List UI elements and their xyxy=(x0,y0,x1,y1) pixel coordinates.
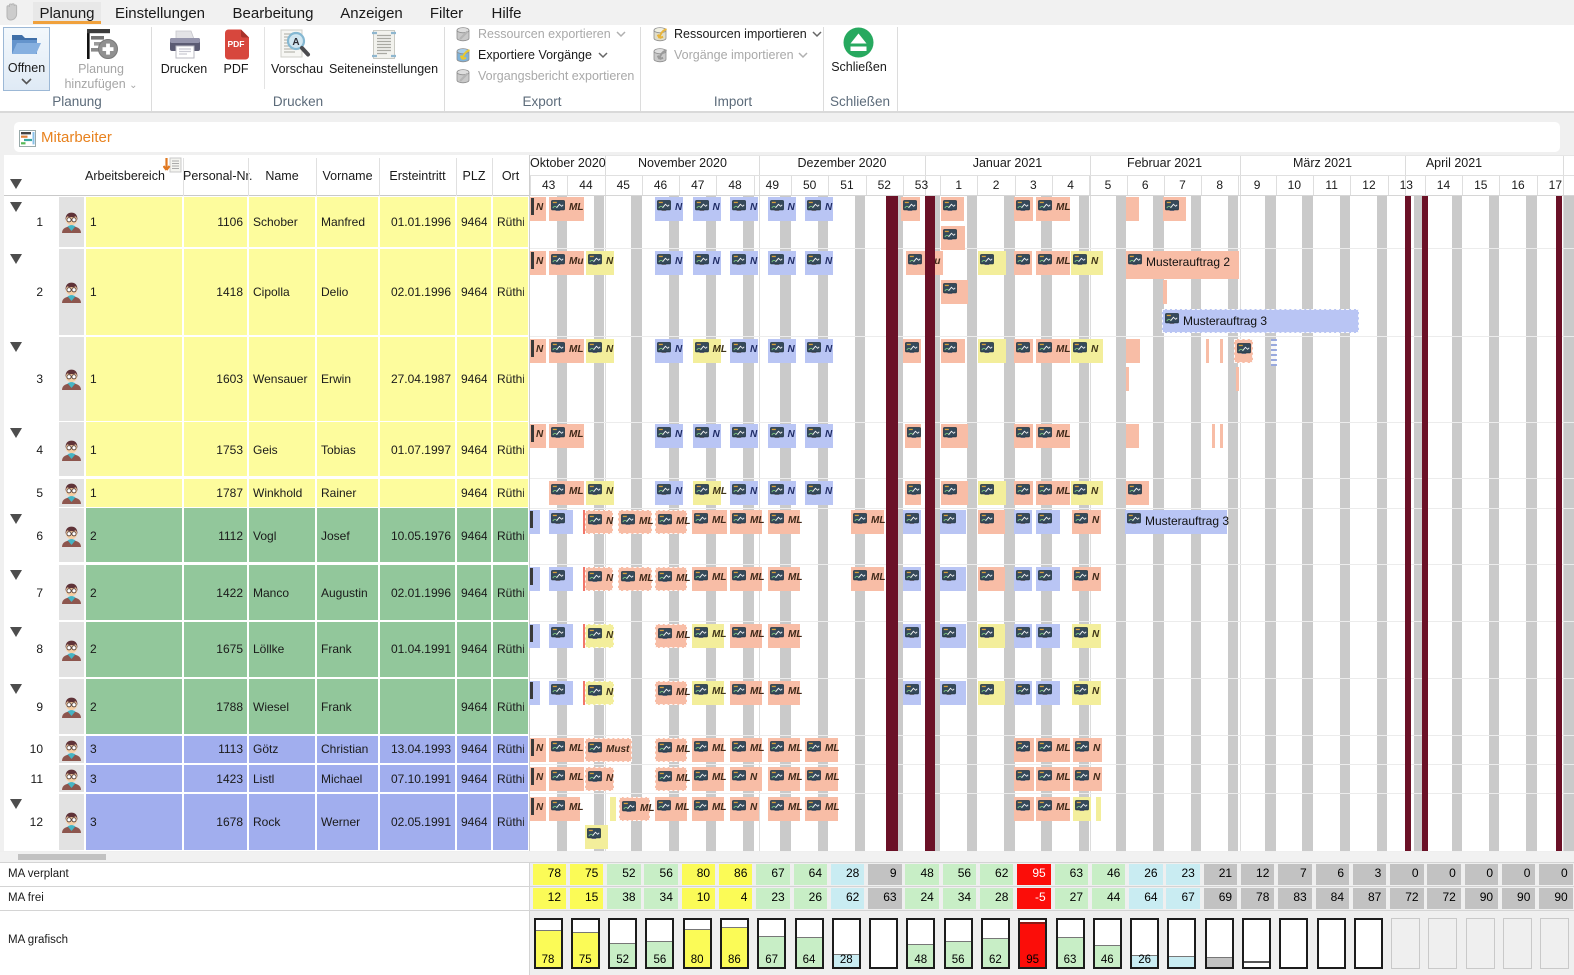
svg-text:A: A xyxy=(292,37,299,48)
svg-text:PDF: PDF xyxy=(228,39,245,49)
